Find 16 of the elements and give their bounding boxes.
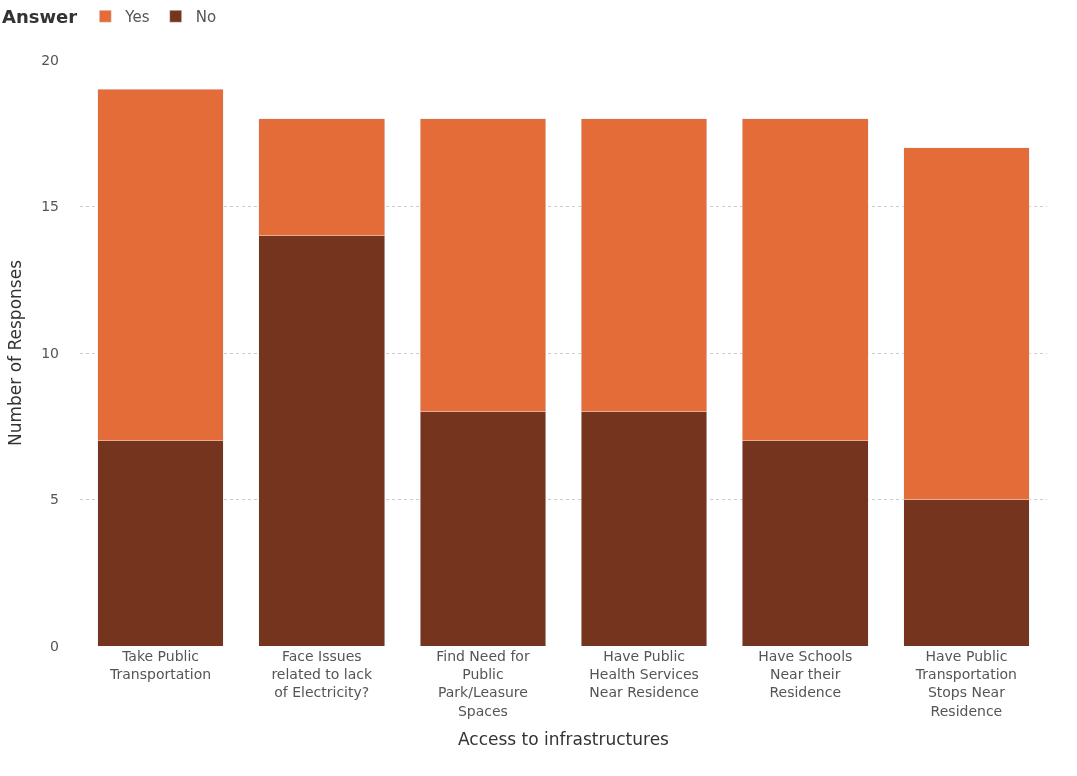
y-tick-label: 15 — [41, 198, 59, 215]
y-axis-title: Number of Responses — [4, 259, 25, 446]
x-tick-label: Have Public Transportation Stops Near Residence — [914, 648, 1017, 719]
y-tick-label: 20 — [41, 51, 59, 68]
x-tick-label: Take Public Transportation — [109, 648, 212, 683]
y-tick-label: 0 — [50, 637, 59, 654]
x-tick-label: Have Public Health Services Near Residence — [589, 648, 699, 701]
x-tick-label: Have Schools Near their Residence — [758, 648, 853, 701]
y-tick-label: 5 — [50, 491, 59, 508]
x-tick-label: Find Need for Public Park/Leasure Spaces — [436, 648, 530, 719]
legend-title: Answer — [2, 6, 78, 28]
y-tick-label: 10 — [41, 344, 59, 361]
legend-label: No — [195, 8, 217, 27]
x-axis-title: Access to infrastructures — [458, 729, 670, 749]
x-tick-label: Face Issues related to lack of Electricity? — [271, 648, 374, 701]
legend-label: Yes — [124, 8, 150, 27]
